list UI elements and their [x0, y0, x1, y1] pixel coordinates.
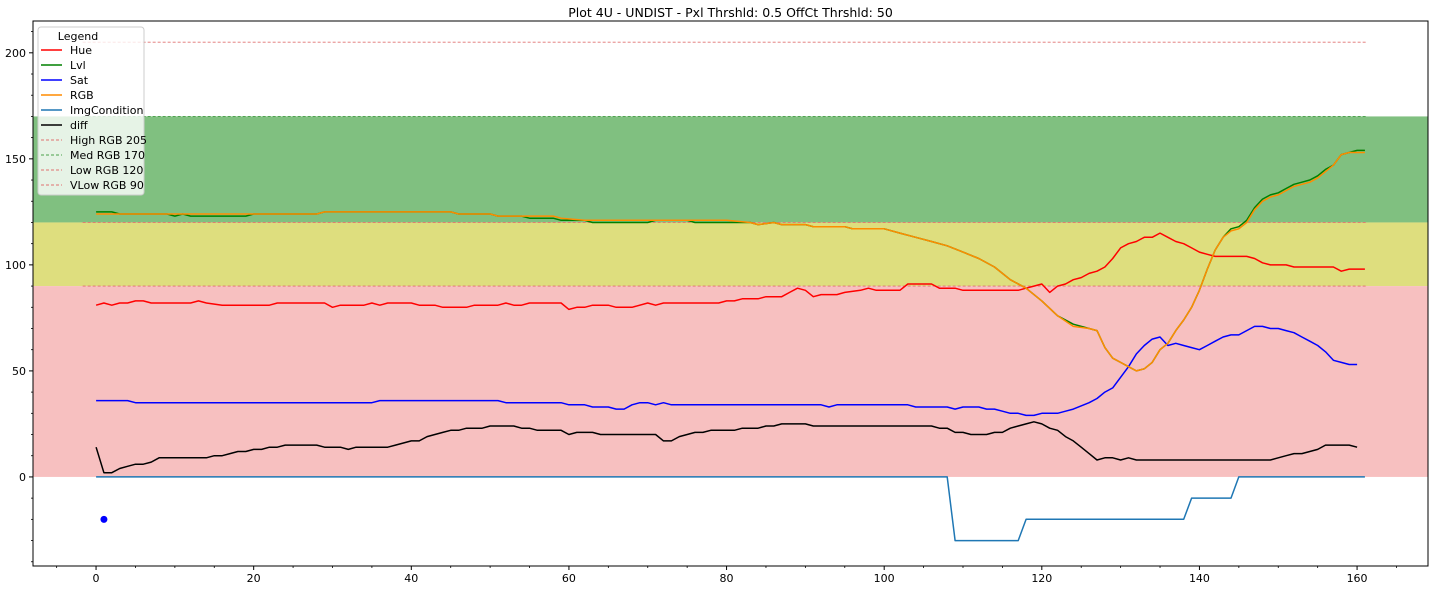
band-1: [33, 222, 1428, 287]
legend-label: ImgCondition: [70, 104, 143, 117]
legend-label: Med RGB 170: [70, 149, 145, 162]
point-layer: [100, 515, 108, 523]
x-tick-label: 80: [720, 572, 734, 585]
x-tick-label: 60: [562, 572, 576, 585]
series-line-sat: [96, 325, 1358, 417]
x-tick-label: 120: [1031, 572, 1052, 585]
series-line-rgb: [96, 151, 1365, 372]
band-0: [33, 116, 1428, 223]
x-tick-label: 40: [404, 572, 418, 585]
y-tick-label: 100: [5, 259, 26, 272]
legend-label: RGB: [70, 89, 94, 102]
plot-frame: [32, 20, 1429, 567]
series-layer: [95, 149, 1365, 542]
data-point-0: [100, 515, 108, 523]
axes-layer: 0 20 40 60 80 100 120 140 160 0 50 100 150 200: [5, 31, 1397, 585]
x-tick-label: 160: [1347, 572, 1368, 585]
series-line-imgcondition: [96, 476, 1365, 542]
legend-box: [37, 26, 145, 196]
y-tick-label: 0: [19, 471, 26, 484]
x-tick-label: 0: [93, 572, 100, 585]
legend-label: VLow RGB 90: [70, 179, 144, 192]
band-layer: [33, 116, 1428, 477]
legend-label: Hue: [70, 44, 92, 57]
x-tick-label: 100: [874, 572, 895, 585]
x-tick-label: 20: [247, 572, 261, 585]
legend-label: diff: [70, 119, 88, 132]
legend-label: Lvl: [70, 59, 86, 72]
series-line-hue: [95, 232, 1365, 311]
chart-title: Plot 4U - UNDIST - Pxl Thrshld: 0.5 OffC…: [568, 5, 893, 20]
band-2: [33, 286, 1428, 477]
y-tick-label: 200: [5, 47, 26, 60]
legend-label: High RGB 205: [70, 134, 147, 147]
x-tick-label: 140: [1189, 572, 1210, 585]
y-tick-label: 150: [5, 153, 26, 166]
series-line-diff: [95, 421, 1358, 474]
legend-title: Legend: [58, 30, 98, 43]
y-tick-label: 50: [12, 365, 26, 378]
legend-label: Low RGB 120: [70, 164, 143, 177]
legend-label: Sat: [70, 74, 89, 87]
